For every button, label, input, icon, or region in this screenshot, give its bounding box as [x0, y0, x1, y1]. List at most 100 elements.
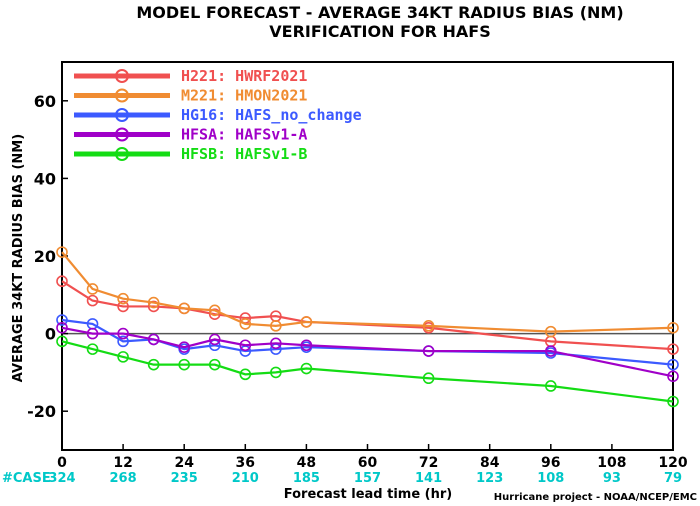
- data-point: [422, 372, 435, 385]
- data-point: [178, 358, 190, 371]
- data-point: [56, 335, 68, 348]
- case-count: 79: [664, 471, 682, 486]
- x-tick-label: 96: [541, 455, 560, 471]
- data-point: [422, 320, 435, 332]
- data-point: [667, 321, 679, 334]
- data-point: [117, 327, 129, 340]
- data-point: [270, 320, 282, 332]
- legend-label: M221: HMON2021: [181, 87, 307, 105]
- data-point: [239, 339, 252, 352]
- data-point: [667, 343, 679, 355]
- legend-marker: [115, 127, 129, 142]
- data-point: [56, 314, 68, 326]
- chart-subtitle: VERIFICATION FOR HAFS: [269, 22, 490, 41]
- data-point: [270, 366, 282, 379]
- data-point: [208, 358, 221, 371]
- data-point: [270, 337, 282, 350]
- case-label: #CASE: [2, 471, 51, 486]
- data-point: [56, 321, 68, 334]
- series-group: [56, 246, 679, 408]
- data-point: [86, 343, 99, 355]
- data-point: [86, 283, 99, 295]
- y-tick-label: -20: [27, 402, 56, 421]
- data-point: [208, 308, 221, 321]
- legend-marker: [115, 108, 129, 122]
- data-point: [208, 333, 221, 346]
- y-axis-label: AVERAGE 34KT RADIUS BIAS (NM): [11, 134, 26, 382]
- data-point: [147, 296, 160, 309]
- case-count: 157: [354, 471, 381, 486]
- data-point: [208, 304, 221, 317]
- data-point: [147, 300, 160, 313]
- legend-label: H221: HWRF2021: [181, 67, 307, 85]
- y-tick-label: 40: [34, 169, 56, 188]
- data-point: [300, 316, 313, 328]
- data-point: [300, 362, 313, 375]
- x-ticks: 0 12 24 36 48 60 72 84 96 108 120: [57, 444, 688, 471]
- data-point: [86, 327, 99, 340]
- x-tick-label: 48: [297, 455, 316, 471]
- data-point: [56, 275, 68, 288]
- x-tick-label: 36: [236, 455, 255, 471]
- data-point: [147, 333, 160, 346]
- legend-marker: [115, 69, 129, 83]
- data-point: [117, 351, 129, 363]
- data-point: [56, 246, 68, 258]
- legend-label: HFSB: HAFSv1-B: [181, 145, 307, 163]
- legend-label: HFSA: HAFSv1-A: [181, 126, 307, 144]
- y-tick-label: 0: [45, 325, 56, 344]
- case-count: 141: [415, 471, 442, 486]
- legend-label: HG16: HAFS_no_change: [181, 106, 362, 124]
- y-ticks: -20 0 20 40 60: [27, 92, 68, 421]
- data-point: [178, 302, 190, 315]
- case-count: 123: [476, 471, 503, 486]
- y-tick-label: 20: [34, 247, 56, 266]
- data-point: [117, 335, 129, 348]
- data-point: [667, 370, 679, 383]
- data-point: [544, 345, 557, 357]
- data-point: [117, 292, 129, 305]
- x-axis-label: Forecast lead time (hr): [284, 487, 452, 502]
- x-tick-label: 120: [658, 455, 687, 471]
- plot-frame: [61, 61, 674, 451]
- data-point: [300, 339, 313, 352]
- series-4: [56, 335, 679, 408]
- case-count: 93: [603, 471, 621, 486]
- data-point: [422, 345, 435, 357]
- credit-text: Hurricane project - NOAA/NCEP/EMC: [494, 492, 697, 503]
- x-tick-label: 108: [597, 455, 626, 471]
- series-1: [56, 246, 679, 338]
- data-point: [239, 318, 252, 330]
- case-count: 210: [232, 471, 259, 486]
- series-line: [61, 251, 674, 333]
- chart-title: MODEL FORECAST - AVERAGE 34KT RADIUS BIA…: [136, 3, 623, 22]
- data-point: [239, 368, 252, 381]
- legend-marker: [115, 147, 129, 161]
- data-point: [544, 325, 557, 338]
- legend-marker: [115, 88, 129, 103]
- plot-area: [61, 61, 674, 451]
- data-point: [667, 395, 679, 408]
- data-point: [147, 358, 160, 371]
- case-count: 324: [48, 471, 75, 486]
- data-point: [667, 358, 679, 371]
- series-3: [56, 321, 679, 383]
- x-tick-label: 24: [174, 455, 194, 471]
- series-line: [61, 340, 674, 403]
- case-count: 185: [293, 471, 320, 486]
- case-count: 268: [110, 471, 137, 486]
- x-tick-label: 60: [358, 455, 378, 471]
- x-tick-label: 72: [419, 455, 438, 471]
- y-tick-label: 60: [34, 92, 56, 111]
- data-point: [117, 300, 129, 313]
- x-tick-label: 0: [57, 455, 67, 471]
- data-point: [544, 380, 557, 392]
- case-count: 108: [537, 471, 564, 486]
- data-point: [178, 341, 190, 353]
- data-point: [86, 294, 99, 307]
- x-tick-label: 12: [113, 455, 132, 471]
- x-tick-label: 84: [480, 455, 500, 471]
